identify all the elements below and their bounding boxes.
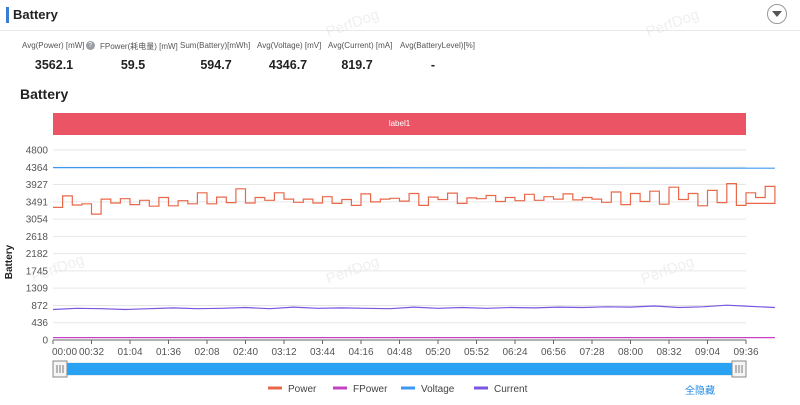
panel-title: Battery	[13, 7, 58, 22]
series-line-voltage	[52, 167, 775, 169]
slider-range[interactable]	[53, 363, 746, 375]
x-tick-label: 02:40	[233, 347, 258, 358]
x-tick-label: 05:52	[464, 347, 489, 358]
y-axis: 0 436 872 1309 1745 2182 2618 3054 3491 3927 4364 4…	[26, 146, 49, 347]
panel-header: Battery	[0, 0, 800, 31]
x-tick-label: 06:24	[502, 347, 527, 358]
x-tick-label: 07:28	[579, 347, 604, 358]
x-axis: 00:00 00:32 01:04 01:36 02:08 02:40 03:12 03:44…	[52, 339, 759, 358]
y-tick-label: 4364	[26, 163, 49, 174]
x-tick-label: 03:12	[271, 347, 296, 358]
chart-title: Battery	[20, 86, 69, 102]
metric-value-sum-battery: 594.7	[200, 58, 232, 72]
series-line-current	[52, 304, 775, 311]
metric-value-fpower: 59.5	[120, 58, 146, 72]
legend-item-voltage[interactable]: Voltage	[421, 384, 455, 395]
zoom-slider[interactable]	[52, 360, 747, 378]
metric-label-avg-current: Avg(Current) [mA]	[328, 41, 393, 50]
y-tick-label: 3054	[26, 215, 49, 226]
help-icon[interactable]: ?	[85, 41, 95, 51]
y-axis-label: Battery	[4, 244, 15, 279]
x-tick-label: 00:32	[79, 347, 104, 358]
y-tick-label: 872	[31, 301, 48, 312]
x-tick-label: 05:20	[425, 347, 450, 358]
y-tick-label: 1309	[26, 284, 49, 295]
metric-label-fpower: FPower(耗电量) [mW]	[100, 42, 178, 51]
y-tick-label: 0	[42, 336, 48, 347]
x-tick-label: 01:04	[117, 347, 142, 358]
series-line-power	[53, 183, 776, 215]
metric-value-avg-voltage: 4346.7	[268, 58, 308, 72]
header-accent-bar	[6, 7, 9, 23]
legend: Power FPower Voltage Current	[268, 384, 528, 395]
label-band[interactable]: label1	[53, 113, 746, 135]
y-tick-label: 3491	[26, 197, 49, 208]
collapse-button[interactable]	[767, 4, 787, 24]
y-tick-label: 3927	[26, 180, 49, 191]
x-tick-label: 06:56	[541, 347, 566, 358]
hide-all-button[interactable]: 全隐藏	[685, 386, 715, 397]
x-tick-label: 02:08	[194, 347, 219, 358]
y-tick-label: 436	[31, 318, 48, 329]
x-tick-label: 09:36	[733, 347, 758, 358]
y-tick-label: 1745	[26, 266, 49, 277]
legend-item-fpower[interactable]: FPower	[353, 384, 388, 395]
x-tick-label: 09:04	[695, 347, 720, 358]
x-tick-label: 04:48	[387, 347, 412, 358]
metric-label-avg-power: Avg(Power) [mW]?	[22, 41, 95, 51]
grid	[53, 149, 746, 341]
series	[52, 167, 776, 339]
metric-value-avg-battery-level: -	[430, 58, 436, 72]
x-tick-label: 08:00	[618, 347, 643, 358]
x-tick-label: 00:00	[52, 347, 77, 358]
x-tick-label: 04:16	[348, 347, 373, 358]
y-tick-label: 2618	[26, 232, 49, 243]
x-tick-label: 08:32	[656, 347, 681, 358]
x-tick-label: 01:36	[156, 347, 181, 358]
y-tick-label: 2182	[26, 249, 49, 260]
metric-value-avg-current: 819.7	[341, 58, 373, 72]
x-tick-label: 03:44	[310, 347, 335, 358]
legend-item-current[interactable]: Current	[494, 384, 528, 395]
metric-value-avg-power: 3562.1	[34, 58, 74, 72]
y-tick-label: 4800	[26, 146, 49, 157]
metric-label-sum-battery: Sum(Battery)[mWh]	[180, 41, 251, 50]
metric-label-avg-voltage: Avg(Voltage) [mV]	[257, 41, 322, 50]
chevron-down-icon	[772, 11, 782, 17]
metric-label-avg-battery-level: Avg(BatteryLevel)[%]	[400, 41, 475, 50]
legend-item-power[interactable]: Power	[288, 384, 317, 395]
